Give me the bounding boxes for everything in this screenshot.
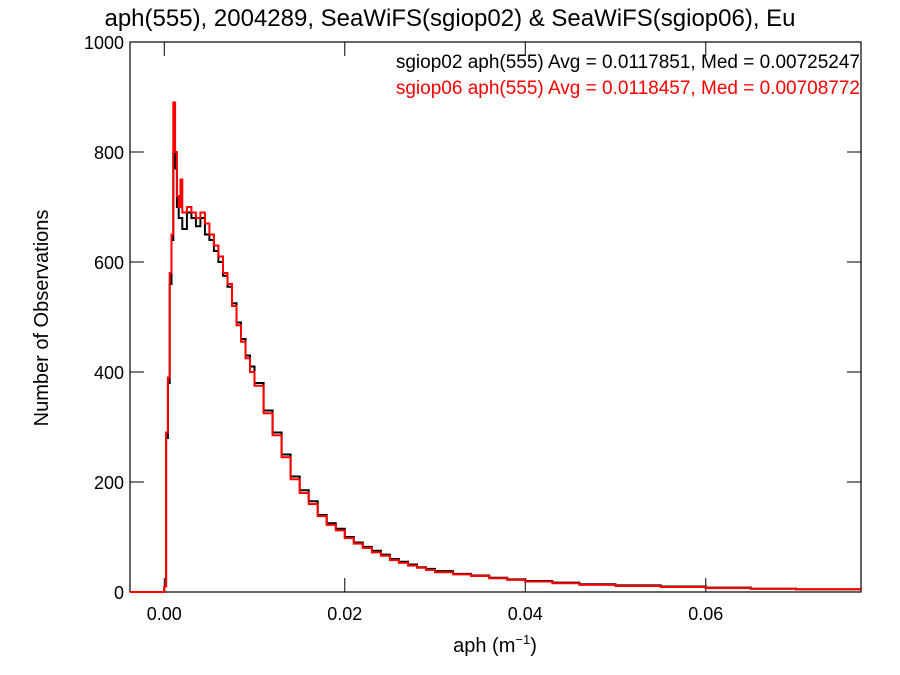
series-line-sgiop02 bbox=[130, 151, 862, 593]
series-line-sgiop06 bbox=[130, 101, 862, 593]
x-tick-label: 0.04 bbox=[508, 604, 543, 624]
x-axis-title: aph (m−1) bbox=[453, 632, 537, 657]
x-axis-title-superscript: −1 bbox=[515, 632, 530, 647]
series-stats-label-sgiop02: sgiop02 aph(555) Avg = 0.0117851, Med = … bbox=[396, 52, 860, 73]
x-axis-title-main: aph (m bbox=[453, 635, 515, 657]
plot-frame bbox=[129, 41, 862, 593]
x-tick-label: 0.06 bbox=[688, 604, 723, 624]
x-tick-label: 0.02 bbox=[327, 604, 362, 624]
y-tick-label: 200 bbox=[94, 473, 124, 493]
y-tick-label: 1000 bbox=[84, 33, 124, 53]
y-tick-label: 400 bbox=[94, 363, 124, 383]
x-axis-title-close: ) bbox=[530, 635, 537, 657]
y-tick-label: 600 bbox=[94, 253, 124, 273]
y-tick-label: 800 bbox=[94, 143, 124, 163]
series-stats-label-sgiop06: sgiop06 aph(555) Avg = 0.0118457, Med = … bbox=[396, 78, 860, 99]
y-axis-title: Number of Observations bbox=[31, 210, 53, 427]
x-tick-label: 0.00 bbox=[147, 604, 182, 624]
y-tick-label: 0 bbox=[114, 583, 124, 603]
chart-title: aph(555), 2004289, SeaWiFS(sgiop02) & Se… bbox=[104, 5, 796, 32]
